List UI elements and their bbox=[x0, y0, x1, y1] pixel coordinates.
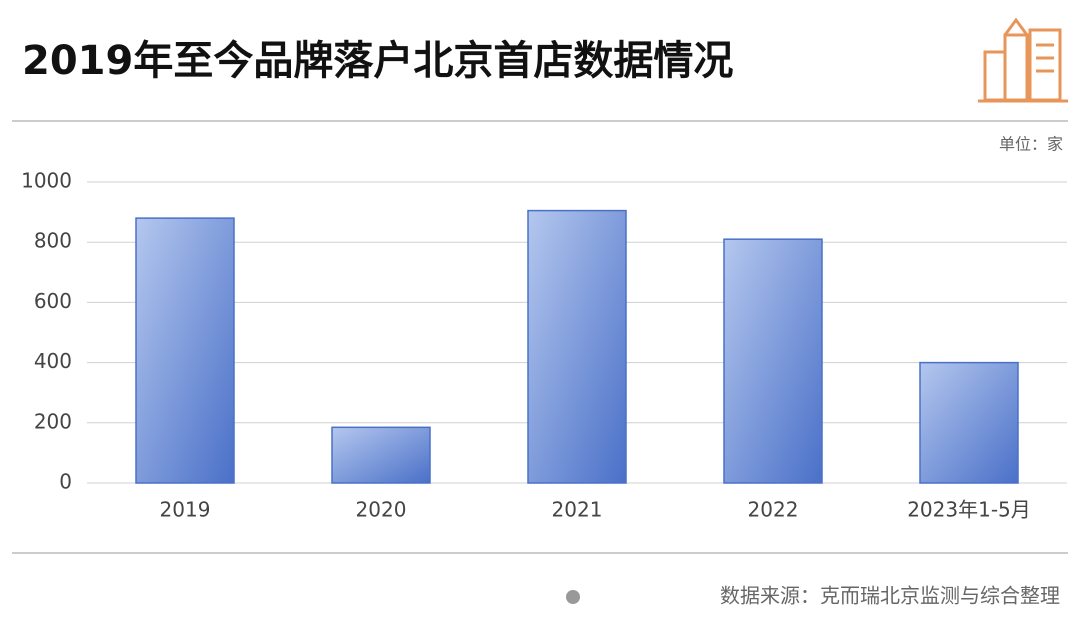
chart-title: 2019年至今品牌落户北京首店数据情况 bbox=[22, 38, 733, 84]
bar bbox=[527, 209, 627, 484]
x-tick-label: 2023年1-5月 bbox=[907, 498, 1031, 522]
bar bbox=[135, 217, 235, 484]
x-tick-label: 2020 bbox=[356, 498, 407, 522]
x-tick-label: 2019 bbox=[160, 498, 211, 522]
y-tick-label: 0 bbox=[59, 470, 72, 494]
y-tick-label: 400 bbox=[34, 349, 72, 373]
y-tick-label: 1000 bbox=[21, 169, 72, 193]
source-note: 数据来源：克而瑞北京监测与综合整理 bbox=[720, 584, 1060, 608]
x-tick-label: 2021 bbox=[552, 498, 603, 522]
source-bullet bbox=[566, 590, 580, 604]
x-tick-label: 2022 bbox=[748, 498, 799, 522]
y-tick-label: 600 bbox=[34, 289, 72, 313]
building-icon bbox=[978, 17, 1068, 103]
y-tick-label: 200 bbox=[34, 409, 72, 433]
bar bbox=[723, 238, 823, 484]
y-tick-label: 800 bbox=[34, 229, 72, 253]
unit-label: 单位：家 bbox=[999, 135, 1063, 154]
bar bbox=[331, 426, 431, 484]
bar bbox=[919, 361, 1019, 484]
